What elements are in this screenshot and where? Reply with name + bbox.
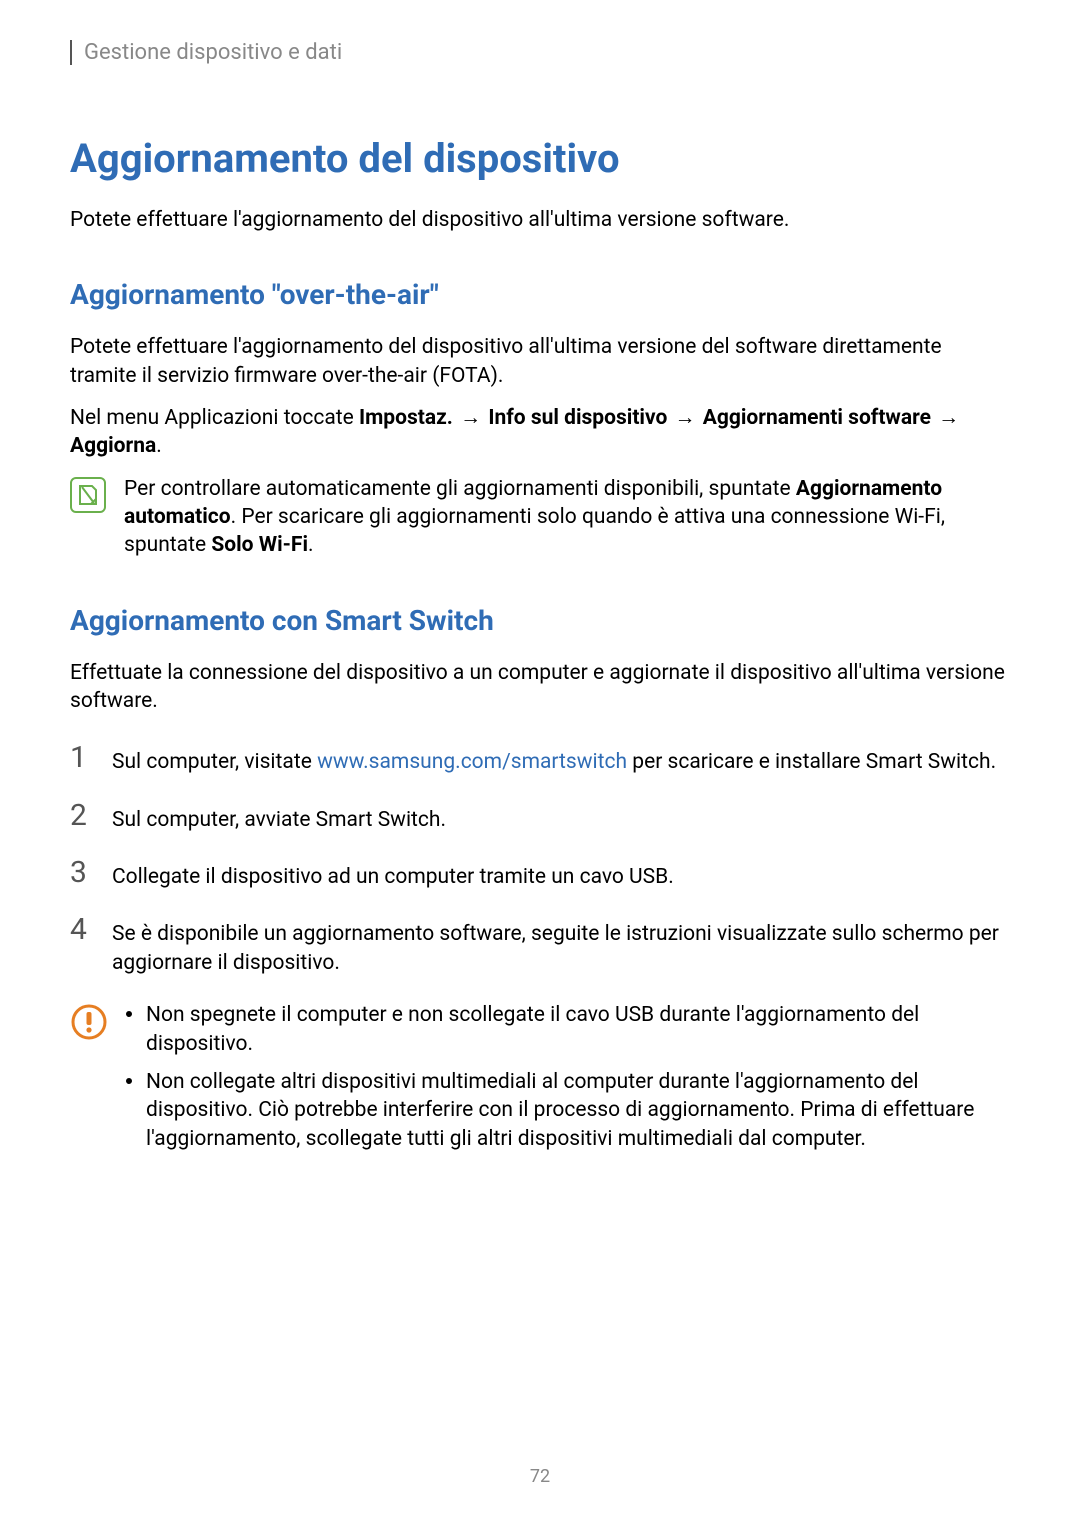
page-header: Gestione dispositivo e dati xyxy=(70,40,1010,65)
step-3: 3 Collegate il dispositivo ad un compute… xyxy=(70,858,1010,891)
caution-list: Non spegnete il computer e non scollegat… xyxy=(126,1001,1010,1163)
ota-p2-b1: Impostaz. xyxy=(359,406,453,430)
smartswitch-link[interactable]: www.samsung.com/smartswitch xyxy=(317,750,627,774)
arrow-icon: → xyxy=(675,404,696,432)
caution-item-1: Non spegnete il computer e non scollegat… xyxy=(126,1001,1010,1058)
main-title: Aggiornamento del dispositivo xyxy=(70,135,1010,182)
ota-p2-b4: Aggiorna xyxy=(70,434,156,458)
step-2: 2 Sul computer, avviate Smart Switch. xyxy=(70,801,1010,834)
step-number-3: 3 xyxy=(70,858,94,888)
note-b2: Solo Wi-Fi xyxy=(211,533,308,557)
ota-paragraph-1: Potete effettuare l'aggiornamento del di… xyxy=(70,333,1010,390)
caution-block: Non spegnete il computer e non scollegat… xyxy=(70,1001,1010,1163)
caution-icon xyxy=(70,1003,108,1041)
note-block: Per controllare automaticamente gli aggi… xyxy=(70,475,1010,560)
ota-paragraph-2: Nel menu Applicazioni toccate Impostaz. … xyxy=(70,404,1010,461)
ota-p2-pre: Nel menu Applicazioni toccate xyxy=(70,406,359,430)
caution-2-text: Non collegate altri dispositivi multimed… xyxy=(146,1068,1010,1153)
note-end: . xyxy=(308,533,314,557)
step-4-body: Se è disponibile un aggiornamento softwa… xyxy=(112,915,1010,977)
step-1: 1 Sul computer, visitate www.samsung.com… xyxy=(70,743,1010,776)
step-1-body: Sul computer, visitate www.samsung.com/s… xyxy=(112,743,1010,776)
ss-section-title: Aggiornamento con Smart Switch xyxy=(70,604,1010,637)
step-number-1: 1 xyxy=(70,743,94,773)
arrow-icon: → xyxy=(938,404,959,432)
ota-p2-b2: Info sul dispositivo xyxy=(488,406,667,430)
ota-p2-b3: Aggiornamenti software xyxy=(703,406,931,430)
breadcrumb: Gestione dispositivo e dati xyxy=(84,40,342,65)
ss-paragraph-1: Effettuate la connessione del dispositiv… xyxy=(70,659,1010,716)
step-4: 4 Se è disponibile un aggiornamento soft… xyxy=(70,915,1010,977)
note-text: Per controllare automaticamente gli aggi… xyxy=(124,475,1010,560)
step-number-2: 2 xyxy=(70,801,94,831)
caution-item-2: Non collegate altri dispositivi multimed… xyxy=(126,1068,1010,1153)
note-icon xyxy=(70,477,106,513)
ota-section-title: Aggiornamento "over-the-air" xyxy=(70,278,1010,311)
note-pre: Per controllare automaticamente gli aggi… xyxy=(124,477,796,501)
bullet-icon xyxy=(126,1011,132,1017)
step-1-post: per scaricare e installare Smart Switch. xyxy=(627,750,996,774)
step-number-4: 4 xyxy=(70,915,94,945)
step-1-pre: Sul computer, visitate xyxy=(112,750,317,774)
caution-1-text: Non spegnete il computer e non scollegat… xyxy=(146,1001,1010,1058)
bullet-icon xyxy=(126,1078,132,1084)
step-2-body: Sul computer, avviate Smart Switch. xyxy=(112,801,1010,834)
intro-paragraph: Potete effettuare l'aggiornamento del di… xyxy=(70,206,1010,234)
page-number: 72 xyxy=(0,1466,1080,1487)
step-3-body: Collegate il dispositivo ad un computer … xyxy=(112,858,1010,891)
arrow-icon: → xyxy=(460,404,481,432)
